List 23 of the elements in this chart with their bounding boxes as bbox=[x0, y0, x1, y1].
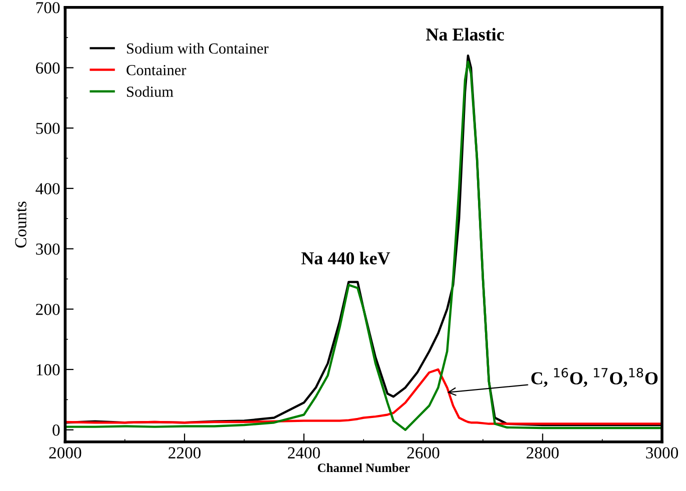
x-axis-title: Channel Number bbox=[318, 463, 410, 472]
x-tick-label: 2600 bbox=[407, 447, 440, 458]
annotation: C, $^{16}$O, $^{17}$O,$^{18}$O bbox=[531, 368, 658, 387]
y-tick-label: 600 bbox=[36, 62, 60, 74]
x-tick-label: 2800 bbox=[526, 447, 559, 458]
y-tick-label: 400 bbox=[36, 183, 60, 194]
legend-label: Sodium with Container bbox=[127, 42, 268, 54]
y-tick-label: 0 bbox=[52, 424, 60, 436]
x-tick-label: 2000 bbox=[49, 447, 82, 458]
y-tick-label: 500 bbox=[36, 122, 60, 134]
legend-label: Container bbox=[126, 65, 186, 76]
annotation: Na 440 keV bbox=[301, 252, 390, 265]
x-tick-label: 2200 bbox=[168, 447, 201, 458]
annotation: Na Elastic bbox=[426, 28, 504, 41]
y-tick-label: 700 bbox=[36, 2, 60, 14]
y-tick-label: 200 bbox=[36, 304, 60, 316]
y-tick-label: 100 bbox=[36, 364, 60, 376]
y-tick-label: 300 bbox=[36, 243, 60, 255]
legend-label: Sodium bbox=[127, 86, 174, 97]
x-tick-label: 2400 bbox=[288, 447, 320, 458]
x-tick-label: 3000 bbox=[646, 447, 678, 458]
y-axis-title: Counts bbox=[15, 202, 26, 248]
line-series bbox=[65, 368, 662, 425]
